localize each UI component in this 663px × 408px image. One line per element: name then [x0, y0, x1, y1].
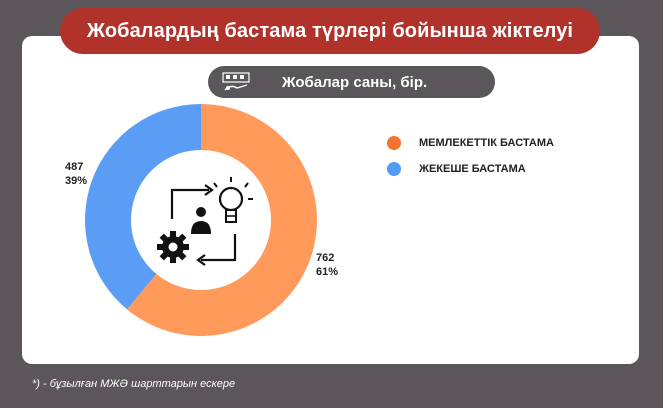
- legend-swatch-state: [387, 136, 401, 150]
- legend-label-private: ЖЕКЕШЕ БАСТАМА: [419, 163, 526, 175]
- chart-title-text: Жобалардың бастама түрлері бойынша жікте…: [86, 19, 574, 42]
- data-label-private: 487 39%: [65, 160, 87, 188]
- footnote: *) - бұзылған МЖӘ шарттарын ескере: [32, 378, 236, 390]
- legend-item-state: МЕМЛЕКЕТТІК БАСТАМА: [387, 130, 554, 156]
- idea-cycle-icon: [157, 177, 253, 266]
- data-label-state-value: 762: [316, 252, 335, 264]
- chart-subtitle-text: Жобалар саны, бір.: [282, 73, 428, 91]
- chart-subtitle: Жобалар саны, бір.: [208, 66, 495, 98]
- data-label-private-percent: 39%: [65, 175, 88, 187]
- data-label-state-percent: 61%: [316, 266, 339, 278]
- chart-title: Жобалардың бастама түрлері бойынша жікте…: [60, 8, 600, 54]
- project-chart-icon: [208, 66, 264, 98]
- data-label-state: 762 61%: [316, 251, 338, 279]
- legend-swatch-private: [387, 162, 401, 176]
- chart-legend: МЕМЛЕКЕТТІК БАСТАМА ЖЕКЕШЕ БАСТАМА: [387, 130, 554, 182]
- donut-slice-state: [127, 104, 317, 337]
- legend-label-state: МЕМЛЕКЕТТІК БАСТАМА: [419, 137, 554, 149]
- donut-slice-private: [85, 104, 201, 310]
- legend-item-private: ЖЕКЕШЕ БАСТАМА: [387, 156, 554, 182]
- data-label-private-value: 487: [65, 161, 84, 173]
